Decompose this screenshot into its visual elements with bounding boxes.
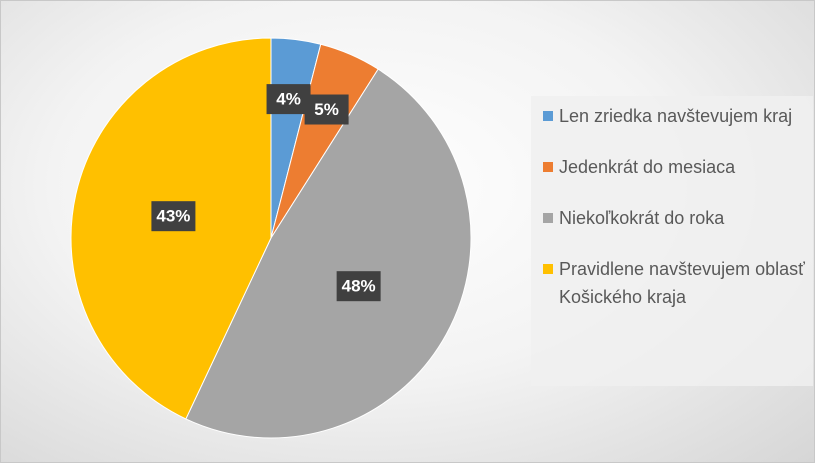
data-label-box [266, 84, 311, 115]
legend-item: Pravidlene navštevujem oblasť Košického … [543, 255, 805, 311]
legend-label: Jedenkrát do mesiaca [559, 157, 736, 177]
data-label-text: 5% [314, 100, 339, 119]
legend-swatch [543, 213, 553, 223]
data-label: 48% [336, 271, 381, 302]
data-label: 5% [304, 94, 349, 125]
legend-label: Pravidlene navštevujem oblasť Košického … [559, 259, 805, 307]
legend-swatch [543, 162, 553, 172]
data-label-box [151, 201, 196, 232]
legend: Len zriedka navštevujem kraj Jedenkrát do… [531, 96, 813, 386]
data-label-text: 48% [342, 277, 376, 296]
data-label-box [336, 271, 381, 302]
legend-item: Niekoľkokrát do roka [543, 204, 805, 232]
legend-swatch [543, 111, 553, 121]
legend-label: Niekoľkokrát do roka [559, 208, 725, 228]
data-label: 43% [151, 201, 196, 232]
data-label-box [304, 94, 349, 125]
data-label-text: 4% [276, 90, 301, 109]
legend-swatch [543, 264, 553, 274]
legend-label: Len zriedka navštevujem kraj [559, 106, 793, 126]
legend-item: Len zriedka navštevujem kraj [543, 102, 805, 130]
data-label-text: 43% [156, 207, 190, 226]
data-label: 4% [266, 84, 311, 115]
pie-slice [185, 68, 472, 439]
legend-item: Jedenkrát do mesiaca [543, 153, 805, 181]
